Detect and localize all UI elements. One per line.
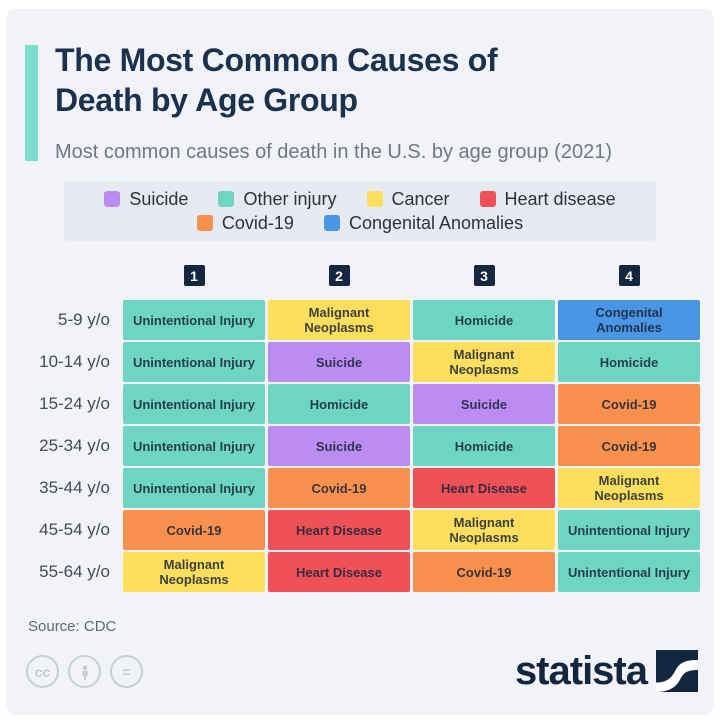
rank-3-wrap: 3 (413, 265, 555, 286)
title-line-2: Death by Age Group (55, 82, 358, 118)
cause-cell: Unintentional Injury (123, 384, 265, 424)
age-label: 55-64 y/o (39, 562, 110, 581)
rank-header-spacer (0, 265, 120, 286)
legend-item-heart-disease: Heart disease (479, 188, 616, 210)
legend-item-suicide: Suicide (104, 189, 188, 210)
other-injury-swatch-icon (218, 191, 235, 207)
title-accent-bar (25, 45, 38, 161)
cause-cell: Covid-19 (558, 426, 700, 466)
causes-table: 5-9 y/o Unintentional Injury Malignant N… (0, 300, 720, 592)
age-label: 15-24 y/o (39, 394, 110, 413)
cc-license-icon[interactable]: cc (26, 655, 59, 688)
age-label: 35-44 y/o (39, 478, 110, 497)
cause-cell: Homicide (413, 300, 555, 340)
rank-1-badge: 1 (183, 265, 205, 286)
statista-logo-mark (656, 650, 698, 692)
cause-cell: Malignant Neoplasms (413, 342, 555, 382)
cause-cell: Suicide (268, 342, 410, 382)
rank-4-wrap: 4 (558, 265, 700, 286)
cause-cell: Heart Disease (268, 510, 410, 550)
suicide-swatch-icon (104, 191, 121, 207)
legend-item-congenital-anomalies: Congenital Anomalies (323, 212, 524, 234)
page-subtitle: Most common causes of death in the U.S. … (55, 141, 612, 163)
cause-cell: Unintentional Injury (558, 510, 700, 550)
age-label: 10-14 y/o (39, 352, 110, 371)
cause-cell: Congenital Anomalies (558, 300, 700, 340)
cause-cell: Unintentional Injury (558, 552, 700, 592)
rank-2-wrap: 2 (268, 265, 410, 286)
statista-wordmark: statista (514, 649, 648, 693)
license-badges: cc = (26, 655, 143, 688)
rank-4-badge: 4 (618, 265, 640, 286)
legend-item-other-injury: Other injury (218, 188, 337, 210)
legend-label: Covid-19 (221, 212, 294, 233)
statista-logo[interactable]: statista (515, 650, 698, 692)
cause-cell: Unintentional Injury (123, 342, 265, 382)
equals-nd-icon[interactable]: = (110, 655, 143, 688)
legend-label: Suicide (129, 188, 189, 209)
legend-row-1: Suicide Other injury Cancer Heart diseas… (104, 188, 616, 210)
cause-cell: Suicide (413, 384, 555, 424)
cancer-swatch-icon (366, 191, 383, 207)
cause-cell: Heart Disease (268, 552, 410, 592)
cause-cell: Unintentional Injury (123, 426, 265, 466)
source-note: Source: CDC (28, 618, 117, 635)
page-title: The Most Common Causes of Death by Age G… (55, 40, 695, 120)
cause-cell: Malignant Neoplasms (413, 510, 555, 550)
cause-cell: Homicide (268, 384, 410, 424)
attribution-person-icon[interactable] (68, 655, 101, 688)
legend-label: Cancer (391, 188, 450, 209)
age-label: 45-54 y/o (39, 520, 110, 539)
cause-cell: Unintentional Injury (123, 468, 265, 508)
cause-cell: Malignant Neoplasms (558, 468, 700, 508)
rank-1-wrap: 1 (123, 265, 265, 286)
cause-cell: Homicide (413, 426, 555, 466)
cause-cell: Suicide (268, 426, 410, 466)
rank-2-badge: 2 (328, 265, 350, 286)
cause-cell: Homicide (558, 342, 700, 382)
rank-header-row: 1 2 3 4 (0, 265, 720, 286)
rank-3-badge: 3 (473, 265, 495, 286)
age-label: 5-9 y/o (58, 310, 110, 329)
legend: Suicide Other injury Cancer Heart diseas… (64, 181, 656, 241)
cause-cell: Heart Disease (413, 468, 555, 508)
cause-cell: Covid-19 (413, 552, 555, 592)
cause-cell: Covid-19 (268, 468, 410, 508)
cause-cell: Covid-19 (558, 384, 700, 424)
legend-label: Congenital Anomalies (348, 212, 524, 233)
cause-cell: Malignant Neoplasms (123, 552, 265, 592)
heart-disease-swatch-icon (479, 191, 496, 207)
legend-item-covid-19: Covid-19 (196, 212, 294, 234)
legend-row-2: Covid-19 Congenital Anomalies (196, 212, 524, 234)
title-line-1: The Most Common Causes of (55, 42, 498, 78)
cause-cell: Covid-19 (123, 510, 265, 550)
legend-label: Other injury (243, 188, 337, 209)
congenital-swatch-icon (323, 215, 340, 231)
covid-swatch-icon (196, 215, 213, 231)
age-label: 25-34 y/o (39, 436, 110, 455)
cause-cell: Malignant Neoplasms (268, 300, 410, 340)
cause-cell: Unintentional Injury (123, 300, 265, 340)
legend-label: Heart disease (504, 188, 616, 209)
legend-item-cancer: Cancer (366, 188, 450, 210)
